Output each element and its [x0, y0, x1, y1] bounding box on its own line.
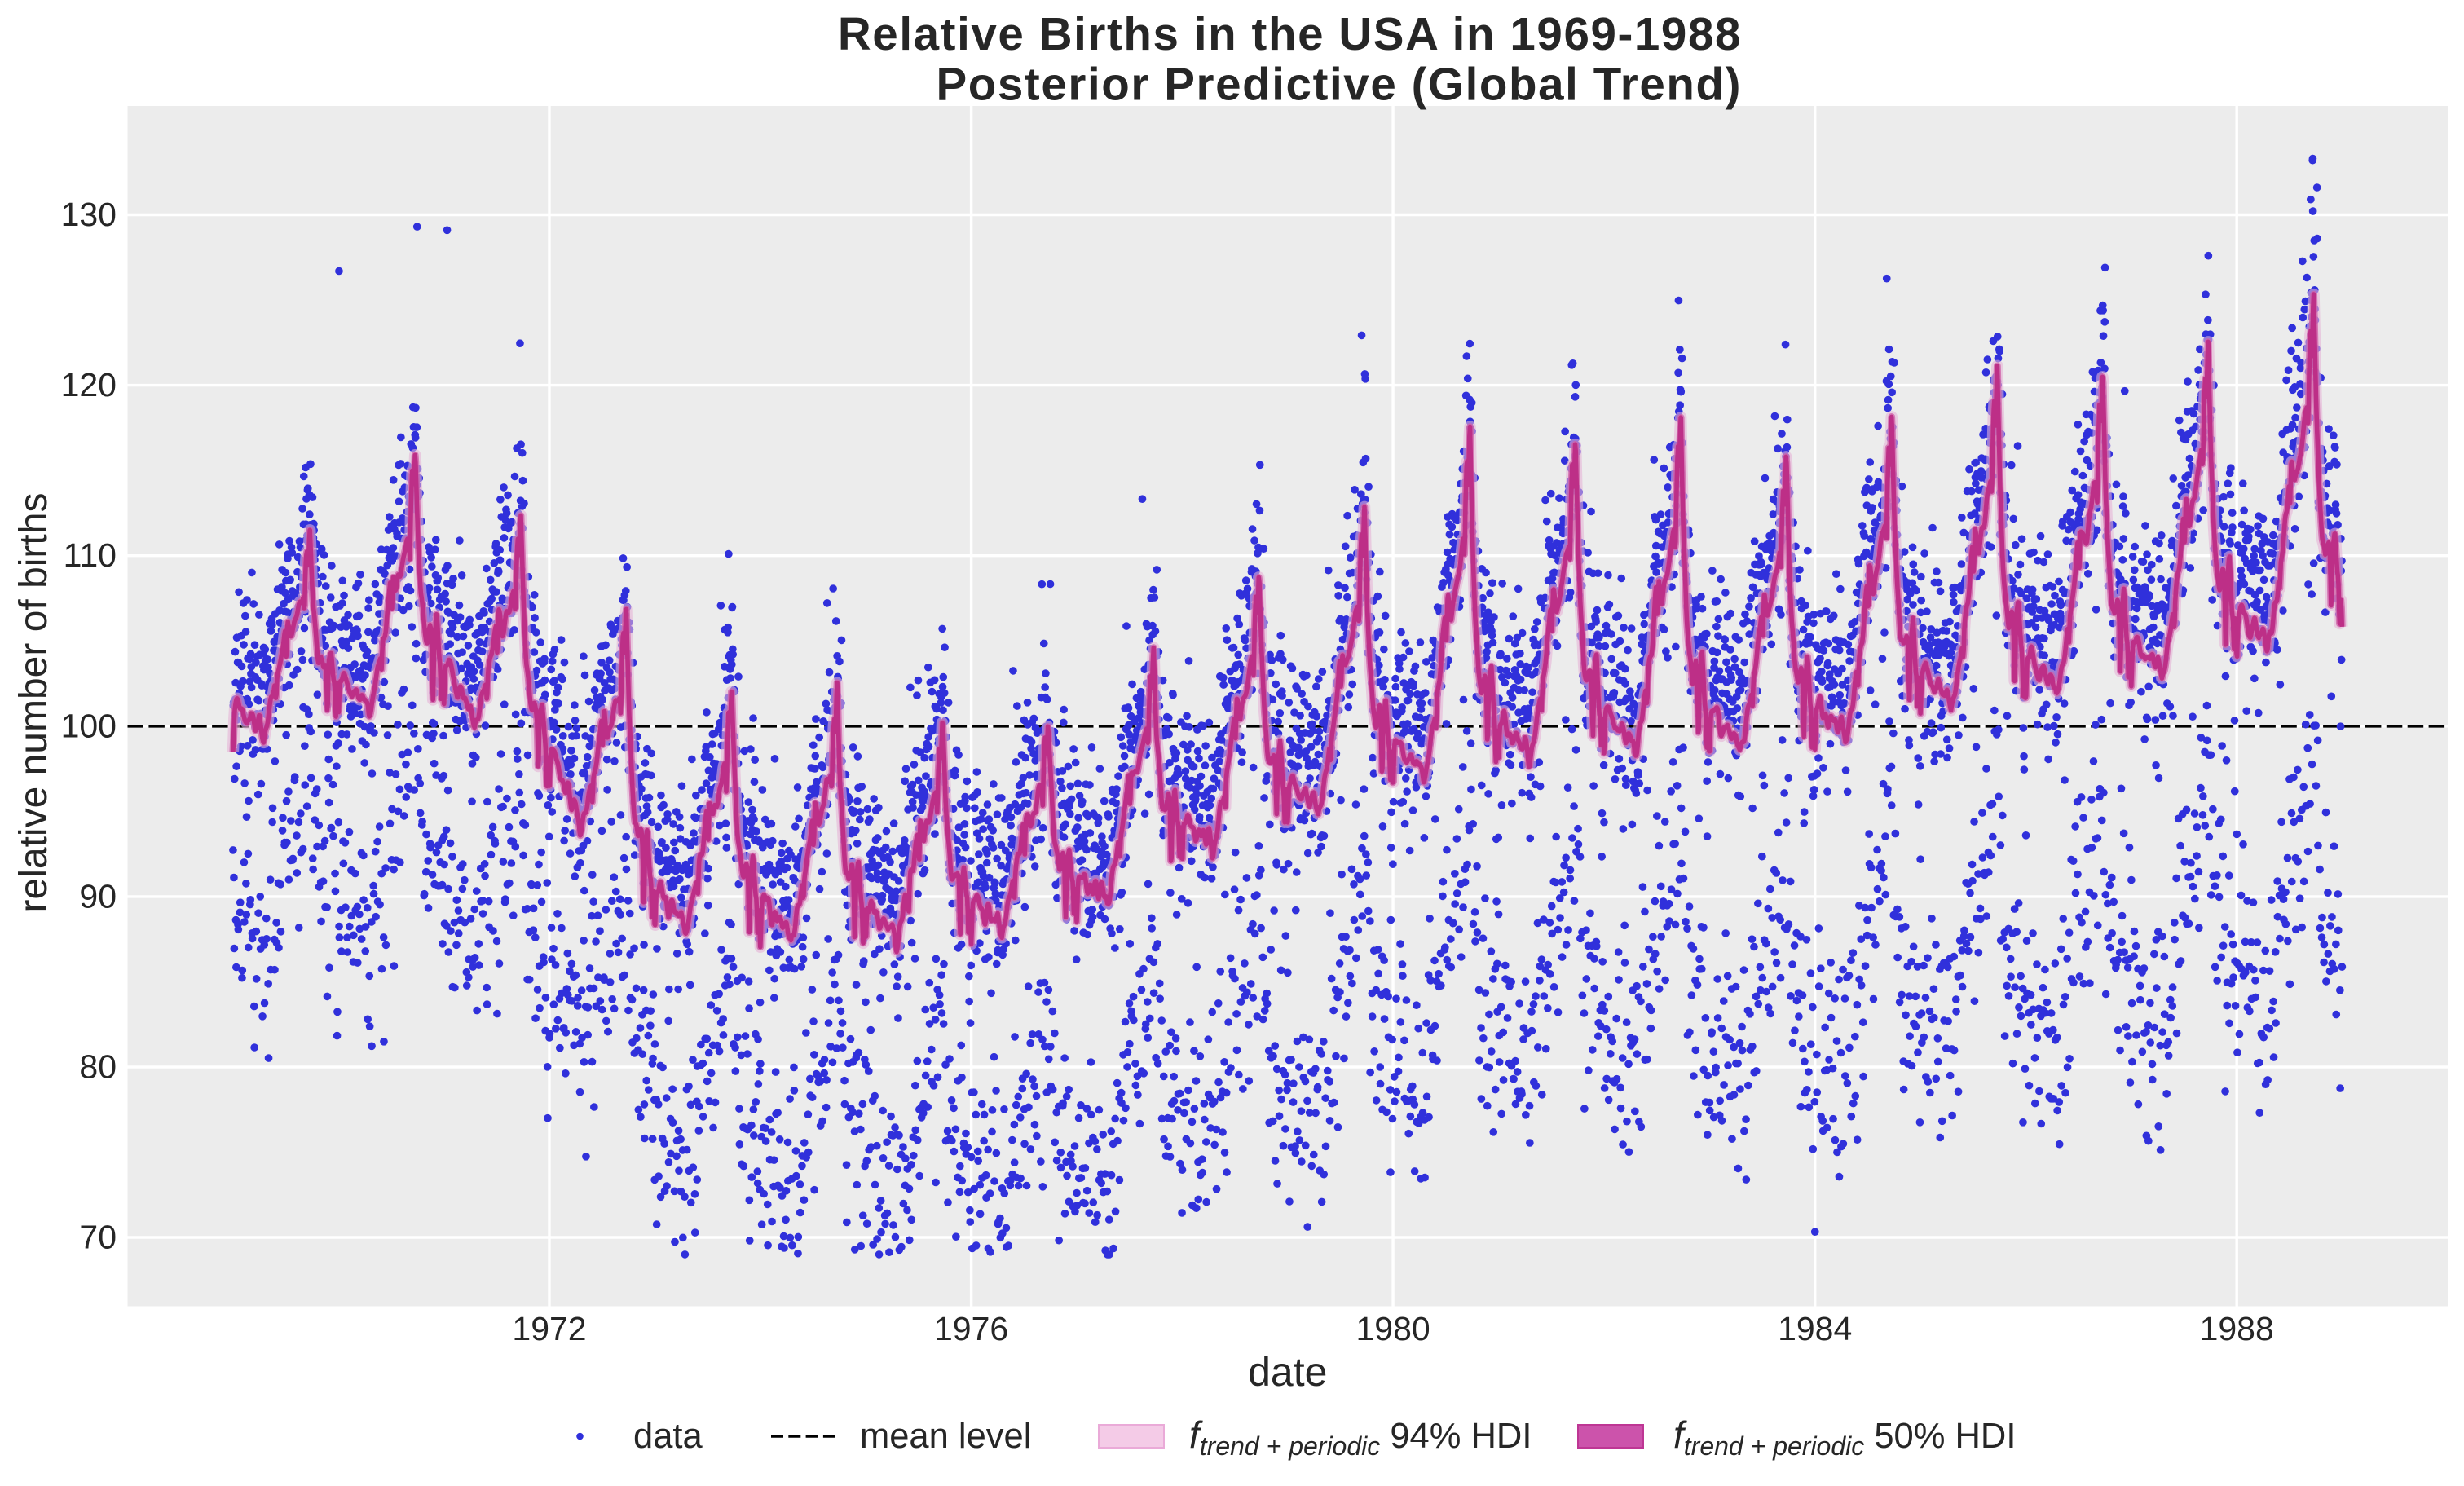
svg-text:ftrend + periodic 94% HDI: ftrend + periodic 94% HDI: [1189, 1413, 1532, 1461]
svg-text:100: 100: [61, 707, 117, 744]
svg-text:ftrend + periodic 50% HDI: ftrend + periodic 50% HDI: [1673, 1413, 2016, 1461]
svg-text:date: date: [1248, 1349, 1327, 1395]
svg-text:Posterior Predictive (Global T: Posterior Predictive (Global Trend): [937, 59, 1742, 110]
svg-text:130: 130: [61, 196, 117, 233]
svg-text:80: 80: [79, 1048, 117, 1086]
svg-text:120: 120: [61, 366, 117, 403]
svg-text:1988: 1988: [2200, 1310, 2274, 1347]
svg-text:1972: 1972: [512, 1310, 586, 1347]
svg-text:relative number of births: relative number of births: [12, 493, 55, 913]
svg-text:1976: 1976: [934, 1310, 1008, 1347]
svg-text:70: 70: [79, 1219, 117, 1256]
svg-text:1980: 1980: [1355, 1310, 1430, 1347]
svg-text:Relative Births in the USA in: Relative Births in the USA in 1969-1988: [838, 8, 1742, 60]
svg-text:110: 110: [64, 536, 117, 574]
svg-text:90: 90: [79, 877, 117, 915]
svg-text:mean level: mean level: [860, 1417, 1031, 1456]
svg-text:data: data: [633, 1417, 703, 1456]
svg-text:1984: 1984: [1778, 1310, 1852, 1347]
